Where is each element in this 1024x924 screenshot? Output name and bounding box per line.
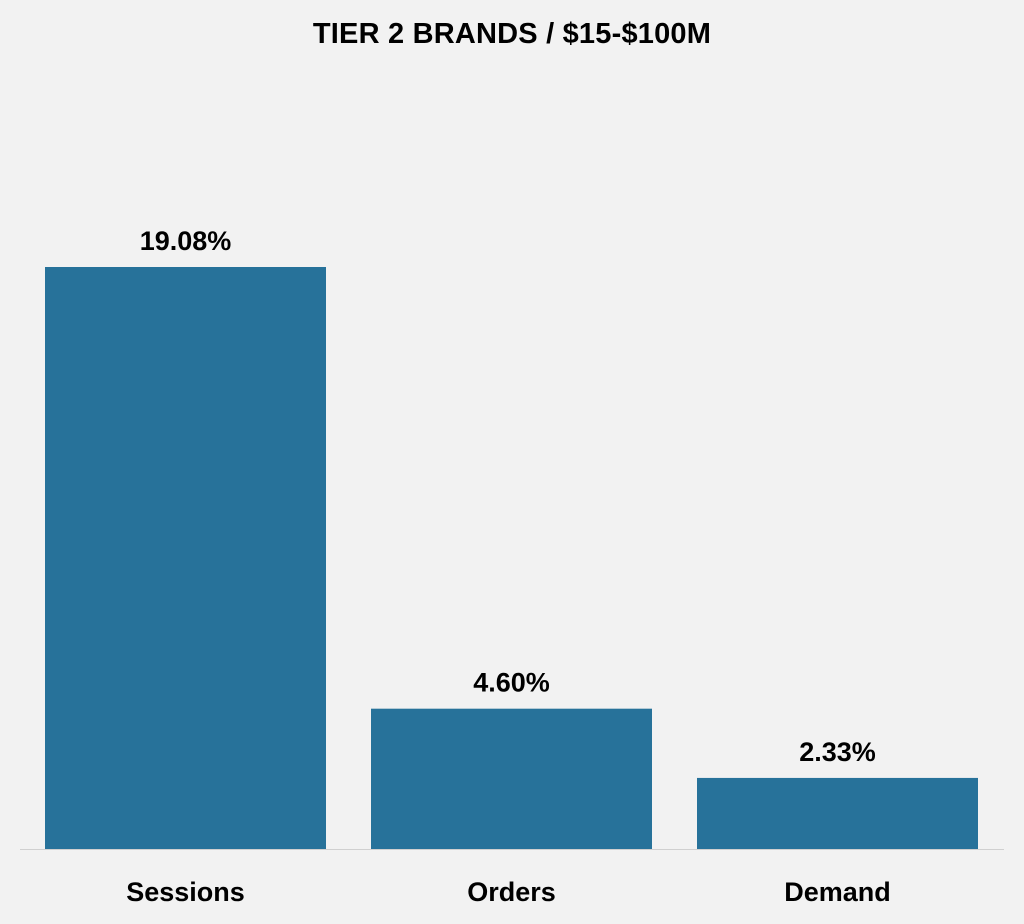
bars-group: 19.08% Sessions 4.60% Orders 2.33% Demand [45, 226, 978, 907]
bar-orders [371, 708, 652, 849]
bar-demand [697, 777, 978, 849]
bar-sessions [45, 267, 326, 849]
data-label-demand: 2.33% [799, 737, 876, 767]
x-tick-label-sessions: Sessions [126, 877, 245, 907]
data-label-orders: 4.60% [473, 668, 550, 698]
x-tick-label-orders: Orders [467, 877, 556, 907]
x-tick-label-demand: Demand [784, 877, 891, 907]
data-label-sessions: 19.08% [140, 226, 232, 256]
chart-title: TIER 2 BRANDS / $15-$100M [312, 18, 712, 50]
